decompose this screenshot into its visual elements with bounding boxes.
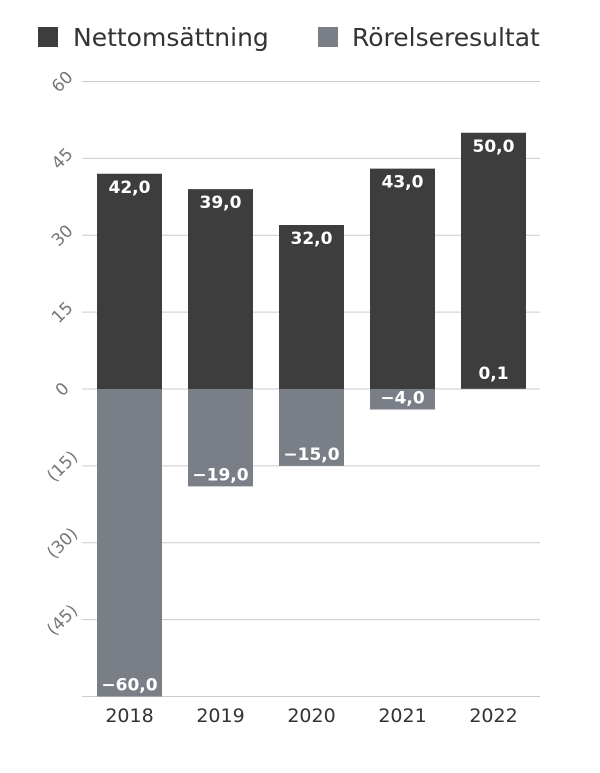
- data-label-r-relseresultat-2020: −15,0: [283, 445, 339, 465]
- y-tick-label: (30): [43, 524, 82, 563]
- legend-label-nettomsattning: Nettomsättning: [73, 23, 269, 52]
- y-tick-label: 0: [52, 379, 74, 401]
- data-label-r-relseresultat-2018: −60,0: [101, 676, 157, 696]
- data-label-nettoms-ttning-2022: 50,0: [473, 137, 515, 157]
- bar-r-relseresultat-2019: [188, 389, 253, 487]
- legend-swatch-nettomsattning: [38, 27, 58, 47]
- legend-label-rorelseresultat: Rörelseresultat: [352, 23, 540, 52]
- legend-swatch-rorelseresultat: [318, 27, 338, 47]
- y-tick-label: 15: [48, 298, 77, 327]
- bar-r-relseresultat-2022: [461, 388, 526, 390]
- bar-nettoms-ttning-2020: [279, 225, 344, 389]
- y-tick-label: 30: [48, 221, 77, 250]
- bar-nettoms-ttning-2021: [370, 168, 435, 389]
- bar-nettoms-ttning-2018: [97, 173, 162, 389]
- data-labels: 42,0 −60,0 39,0 −19,0 32,0 −15,0 43,0 −4,0 50,0 0…: [101, 137, 514, 696]
- x-tick-label-2018: 2018: [105, 705, 153, 727]
- bar-r-relseresultat-2018: [97, 389, 162, 697]
- bar-r-relseresultat-2020: [279, 389, 344, 466]
- data-label-nettoms-ttning-2018: 42,0: [109, 178, 151, 198]
- data-label-nettoms-ttning-2019: 39,0: [200, 193, 242, 213]
- bar-nettoms-ttning-2022: [461, 132, 526, 389]
- y-tick-label: 45: [48, 144, 77, 173]
- x-axis-tick-labels: 2018 2019 2020 2021 2022: [105, 705, 517, 727]
- bar-r-relseresultat-2021: [370, 389, 435, 410]
- data-label-nettoms-ttning-2021: 43,0: [382, 173, 424, 193]
- y-tick-label: (45): [43, 601, 82, 640]
- bars: [97, 132, 526, 697]
- bar-nettoms-ttning-2019: [188, 189, 253, 389]
- legend: Nettomsättning Rörelseresultat: [38, 23, 540, 52]
- x-tick-label-2020: 2020: [287, 705, 335, 727]
- data-label-r-relseresultat-2022: 0,1: [478, 364, 508, 384]
- y-tick-label: 60: [48, 67, 77, 96]
- y-tick-label: (15): [43, 447, 82, 486]
- x-tick-label-2019: 2019: [196, 705, 244, 727]
- x-tick-label-2022: 2022: [469, 705, 517, 727]
- y-axis-tick-labels: 60 45 30 15 0 (15) (30) (45): [43, 67, 82, 639]
- data-label-r-relseresultat-2019: −19,0: [192, 465, 248, 485]
- data-label-nettoms-ttning-2020: 32,0: [291, 229, 333, 249]
- x-tick-label-2021: 2021: [378, 705, 426, 727]
- data-label-r-relseresultat-2021: −4,0: [380, 389, 425, 409]
